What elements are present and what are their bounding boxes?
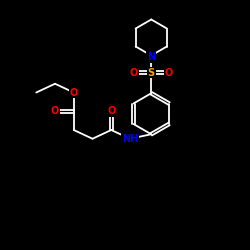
Text: O: O: [51, 106, 59, 116]
Text: N: N: [147, 52, 155, 62]
Text: O: O: [164, 68, 173, 78]
Text: O: O: [70, 88, 78, 98]
Text: O: O: [130, 68, 138, 78]
Text: S: S: [148, 68, 155, 78]
Text: NH: NH: [122, 134, 138, 144]
Text: O: O: [107, 106, 116, 116]
